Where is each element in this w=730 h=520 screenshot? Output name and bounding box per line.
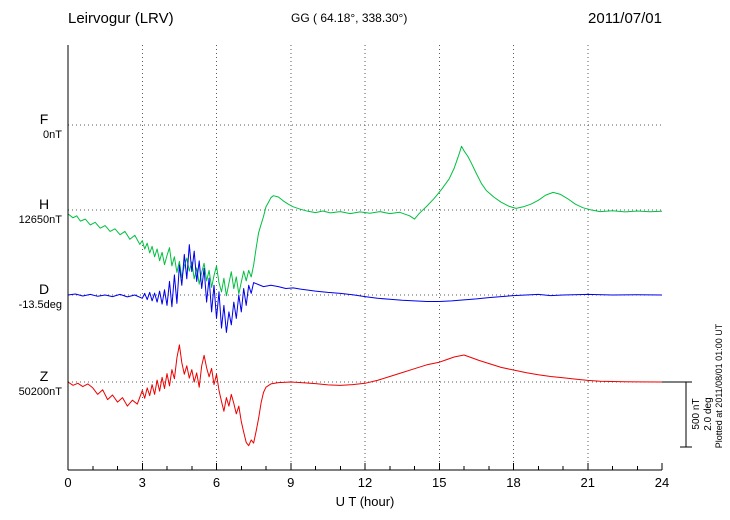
gg-coordinates: GG ( 64.18°, 338.30°) [291,11,407,25]
component-letter-Z: Z [40,368,49,384]
component-label-Z: Z 50200nT [19,368,63,398]
x-tick-label-24: 24 [655,475,669,490]
component-label-F: F 0nT [40,111,63,141]
x-tick-label-0: 0 [64,475,71,490]
plotted-at-note: Plotted at 2011/08/01 01:00 UT [714,323,724,448]
station-title: Leirvogur (LRV) [68,10,174,27]
component-label-D: D -13.5deg [19,281,62,311]
scale-bar [662,381,692,448]
scale-nt-label: 500 nT [691,398,702,429]
x-tick-label-12: 12 [358,475,372,490]
x-axis-title: U T (hour) [336,494,395,509]
series-layer [67,145,663,447]
trace-Z [67,344,663,447]
grid-layer [68,45,662,470]
component-baseline-F: 0nT [43,129,62,141]
component-baseline-Z: 50200nT [19,386,63,398]
x-axis-ticks: 0 3 6 9 12 15 18 21 24 [64,463,669,490]
x-tick-label-18: 18 [506,475,520,490]
component-baseline-D: -13.5deg [19,299,62,311]
date-label: 2011/07/01 [588,10,662,27]
x-tick-label-9: 9 [287,475,294,490]
trace-D [67,244,663,333]
component-letter-F: F [40,111,49,127]
scale-deg-label: 2.0 deg [703,397,714,430]
component-letter-H: H [39,196,49,212]
x-tick-label-21: 21 [581,475,595,490]
x-tick-label-15: 15 [432,475,446,490]
x-tick-label-3: 3 [139,475,146,490]
component-baseline-H: 12650nT [19,214,63,226]
x-tick-label-6: 6 [213,475,220,490]
trace-H [67,145,663,297]
component-letter-D: D [39,281,49,297]
component-label-H: H 12650nT [19,196,63,226]
